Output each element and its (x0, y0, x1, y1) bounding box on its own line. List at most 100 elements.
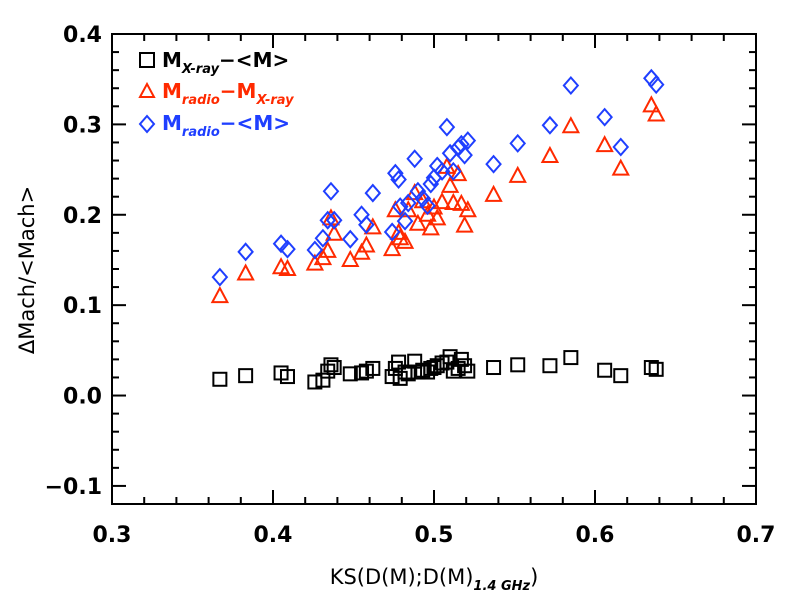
diamond-point (433, 161, 451, 181)
square-point (315, 372, 331, 388)
x-axis-title: KS(D(M);D(M)1.4 GHz) (330, 565, 539, 594)
triangle-point (484, 184, 503, 202)
tick-labels: 0.3 0.4 0.5 0.6 0.7 −0.1 0.0 0.1 0.2 0.3 0.4 (45, 23, 776, 548)
legend-label-radio-mean: Mradio−<M> (162, 111, 290, 140)
diamond-point (422, 174, 440, 194)
triangle-point (458, 200, 477, 218)
triangle-point (395, 231, 415, 249)
x-axis-title-sub: 1.4 GHz (473, 579, 530, 594)
svg-text:KS(D(M);D(M)1.4 GHz): KS(D(M);D(M)1.4 GHz) (330, 565, 539, 594)
diamond-point (444, 161, 462, 181)
triangle-point (440, 175, 460, 193)
diamond-point (391, 197, 409, 217)
diamond-point (459, 131, 477, 151)
diamond-point (358, 215, 375, 235)
diamond-point (596, 107, 613, 127)
square-point (326, 360, 342, 376)
triangle-point (210, 285, 230, 304)
diamond-point (643, 68, 660, 88)
triangle-point (325, 223, 344, 241)
y-axis-title: ΔMach/<Mach> (15, 186, 39, 354)
square-point (415, 362, 431, 378)
y-tick-label: 0.0 (63, 385, 102, 410)
y-tick-label: 0.2 (63, 204, 102, 229)
x-tick-label: 0.7 (737, 523, 776, 548)
square-point (307, 374, 323, 390)
diamond-point (383, 222, 401, 242)
x-tick-label: 0.3 (93, 523, 132, 548)
diamond-point (562, 76, 580, 96)
y-tick-label: 0.1 (63, 294, 102, 319)
legend-label-xray-mean: MX-ray−<M> (162, 48, 289, 77)
diamond-point (541, 115, 559, 135)
diamond-point (485, 154, 502, 174)
diamond-point (456, 145, 473, 165)
x-tick-label: 0.5 (415, 523, 454, 548)
triangle-point (611, 158, 630, 176)
triangle-point (452, 193, 471, 211)
square-point (457, 358, 473, 374)
triangle-point (448, 163, 468, 182)
triangle-point (642, 95, 661, 113)
diamond-point (325, 210, 343, 230)
diamond-point (438, 117, 456, 137)
triangle-point (428, 208, 447, 226)
y-tick-label: −0.1 (45, 475, 102, 500)
square-point (442, 349, 458, 365)
diamond-point (406, 149, 424, 169)
triangle-point (424, 197, 444, 215)
square-point (407, 353, 423, 369)
square-point (510, 357, 526, 373)
triangle-point (236, 263, 255, 281)
diamond-point (322, 181, 340, 201)
diamond-point (399, 193, 417, 213)
square-point (563, 350, 579, 366)
triangle-point (508, 165, 527, 183)
x-axis-title-main: KS(D(M);D(M) (330, 565, 474, 589)
square-point (238, 368, 254, 384)
triangle-point (408, 213, 428, 231)
triangle-point (363, 217, 382, 235)
square-point (445, 363, 461, 379)
diamond-point (409, 181, 427, 201)
diamond-point (419, 196, 436, 216)
triangle-point (389, 222, 408, 240)
axis-ticks (111, 33, 757, 505)
triangle-point (561, 116, 581, 134)
triangle-point (382, 238, 402, 257)
diamond-point (396, 211, 414, 231)
triangle-point (278, 258, 297, 276)
triangle-point (595, 135, 614, 153)
diamond-point (272, 234, 290, 254)
y-tick-label: 0.4 (63, 23, 102, 48)
square-point (342, 366, 358, 382)
y-tick-label: 0.3 (63, 113, 102, 138)
diamond-point (341, 229, 359, 249)
diamond-point (314, 228, 332, 248)
diamond-point (390, 170, 407, 190)
square-point (597, 362, 613, 378)
square-point (354, 365, 370, 381)
triangle-point (647, 104, 666, 122)
triangle-point (386, 200, 405, 218)
legend-marker-triangle (138, 81, 156, 98)
diamond-point (353, 205, 370, 225)
square-point (648, 361, 664, 377)
legend-marker-square (139, 52, 155, 68)
square-point (643, 360, 659, 376)
square-point (486, 360, 502, 376)
square-point (460, 363, 476, 379)
legend-marker-diamond (138, 114, 156, 134)
triangle-point (432, 191, 452, 210)
square-point (365, 360, 381, 376)
diamond-point (237, 242, 254, 262)
triangle-point (305, 253, 325, 271)
diamond-point (364, 183, 382, 203)
x-tick-label: 0.6 (576, 523, 615, 548)
diamond-point (279, 239, 296, 259)
diamond-point (306, 240, 324, 260)
x-tick-label: 0.4 (254, 523, 293, 548)
diamond-point (612, 137, 630, 157)
diamond-point (647, 75, 665, 95)
